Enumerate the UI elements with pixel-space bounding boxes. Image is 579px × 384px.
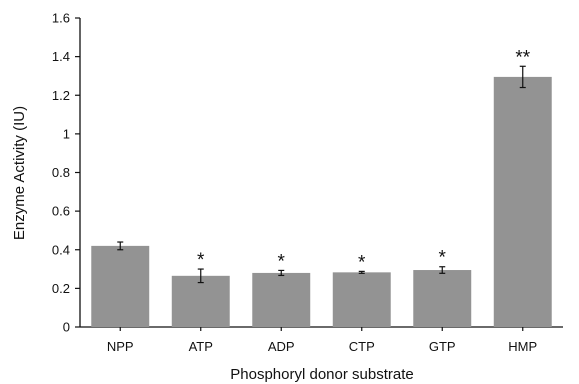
significance-ctp: *: [358, 252, 366, 273]
significance-markers: * * * ***: [197, 47, 531, 273]
error-bar-gtp: [439, 266, 446, 274]
bar-npp: [91, 245, 150, 327]
y-tick-label: 0.2: [52, 281, 70, 296]
y-tick-label: 1.2: [52, 88, 70, 103]
error-bar-hmp: [519, 65, 526, 89]
significance-gtp: *: [439, 248, 447, 269]
bar-ctp: [332, 272, 391, 327]
error-bars: [117, 65, 526, 284]
y-tick-label: 1: [63, 126, 70, 141]
bar-atp: [171, 275, 230, 327]
x-axis: NPP ATP ADP CTP GTP HMP: [80, 326, 563, 354]
error-bar-npp: [117, 241, 124, 251]
y-tick-label: 1.6: [52, 11, 70, 26]
x-tick-label: GTP: [429, 339, 456, 354]
bar-adp: [252, 272, 311, 327]
y-axis: 0 0.2 0.4 0.6 0.8 1 1.2 1.4 1.6: [52, 11, 81, 335]
y-axis-title: Enzyme Activity (IU): [11, 106, 28, 240]
bars: [91, 76, 552, 327]
error-bar-atp: [197, 268, 204, 284]
x-axis-title: Phosphoryl donor substrate: [230, 366, 413, 383]
x-tick-label: HMP: [508, 339, 537, 354]
significance-atp: *: [197, 250, 205, 271]
x-tick-label: CTP: [349, 339, 375, 354]
error-bar-ctp: [358, 270, 365, 274]
y-tick-label: 0.8: [52, 165, 70, 180]
significance-adp: *: [278, 251, 286, 272]
x-tick-label: ATP: [189, 339, 213, 354]
y-tick-label: 1.4: [52, 49, 70, 64]
x-tick-label: NPP: [107, 339, 134, 354]
error-bar-adp: [278, 269, 285, 277]
y-tick-label: 0.6: [52, 204, 70, 219]
significance-hmp: **: [515, 47, 530, 68]
x-tick-label: ADP: [268, 339, 295, 354]
y-tick-label: 0.4: [52, 242, 70, 257]
bar-hmp: [493, 76, 552, 327]
y-tick-label: 0: [63, 320, 70, 335]
bar-gtp: [413, 270, 472, 327]
